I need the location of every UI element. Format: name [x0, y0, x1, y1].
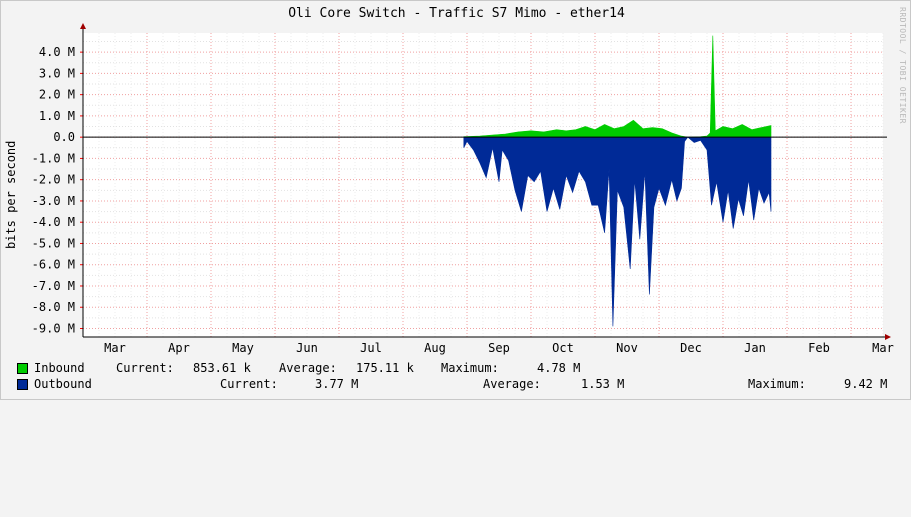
- x-tick-label: May: [232, 341, 254, 355]
- inbound-average-label: Average:: [279, 361, 337, 375]
- y-tick-label: -7.0 M: [32, 279, 75, 293]
- graph-frame: Oli Core Switch - Traffic S7 Mimo - ethe…: [0, 0, 911, 400]
- y-tick-label: 2.0 M: [39, 88, 75, 102]
- outbound-average-value: 1.53 M: [581, 377, 625, 391]
- x-tick-label: Mar: [872, 341, 894, 355]
- outbound-maximum-value: 9.42 M: [844, 377, 888, 391]
- y-tick-label: -1.0 M: [32, 151, 75, 165]
- x-tick-label: Sep: [488, 341, 510, 355]
- inbound-maximum-label: Maximum:: [441, 361, 499, 375]
- x-tick-labels: Mar Apr May Jun Jul Aug Sep Oct Nov Dec Jan Feb Mar: [104, 341, 894, 355]
- x-tick-label: Jun: [296, 341, 318, 355]
- y-tick-label: -2.0 M: [32, 173, 75, 187]
- y-tick-label: -8.0 M: [32, 300, 75, 314]
- y-tick-label: -3.0 M: [32, 194, 75, 208]
- y-tick-label: -9.0 M: [32, 321, 75, 335]
- inbound-current-label: Current:: [116, 361, 174, 375]
- y-tick-label: 1.0 M: [39, 109, 75, 123]
- x-axis-arrow: [885, 334, 891, 340]
- inbound-name: Inbound: [34, 361, 85, 375]
- axes: [80, 23, 891, 340]
- inbound-average-value: 175.11 k: [356, 361, 414, 375]
- outbound-current-label: Current:: [220, 377, 278, 391]
- outbound-swatch: [17, 379, 28, 390]
- y-tick-labels: 4.0 M 3.0 M 2.0 M 1.0 M 0.0 -1.0 M -2.0 M -3.0 …: [32, 45, 75, 335]
- x-tick-label: Oct: [552, 341, 574, 355]
- traffic-chart: 4.0 M 3.0 M 2.0 M 1.0 M 0.0 -1.0 M -2.0 M -3.0 …: [32, 23, 894, 355]
- y-tick-label: -5.0 M: [32, 236, 75, 250]
- legend-outbound: Outbound Current: 3.77 M Average: 1.53 M…: [17, 377, 907, 393]
- chart-title: Oli Core Switch - Traffic S7 Mimo - ethe…: [288, 6, 625, 21]
- x-tick-label: Jul: [360, 341, 382, 355]
- outbound-name: Outbound: [34, 377, 92, 391]
- x-tick-label: Nov: [616, 341, 638, 355]
- x-tick-label: Mar: [104, 341, 126, 355]
- y-tick-label: 0.0: [53, 130, 75, 144]
- series-area-outbound: [463, 136, 772, 327]
- x-tick-label: Jan: [744, 341, 766, 355]
- y-axis-arrow: [80, 23, 86, 29]
- x-tick-label: Aug: [424, 341, 446, 355]
- y-tick-label: -4.0 M: [32, 215, 75, 229]
- y-tick-label: 3.0 M: [39, 66, 75, 80]
- outbound-average-label: Average:: [483, 377, 541, 391]
- inbound-swatch: [17, 363, 28, 374]
- outbound-current-value: 3.77 M: [315, 377, 359, 391]
- outbound-maximum-label: Maximum:: [748, 377, 806, 391]
- x-tick-label: Dec: [680, 341, 702, 355]
- legend-inbound: Inbound Current: 853.61 k Average: 175.1…: [17, 361, 907, 377]
- series-area-inbound: [463, 35, 772, 138]
- inbound-current-value: 853.61 k: [193, 361, 251, 375]
- x-tick-label: Apr: [168, 341, 190, 355]
- inbound-maximum-value: 4.78 M: [537, 361, 581, 375]
- y-tick-label: -6.0 M: [32, 258, 75, 272]
- series-areas: [463, 35, 772, 327]
- y-tick-label: 4.0 M: [39, 45, 75, 59]
- x-tick-label: Feb: [808, 341, 830, 355]
